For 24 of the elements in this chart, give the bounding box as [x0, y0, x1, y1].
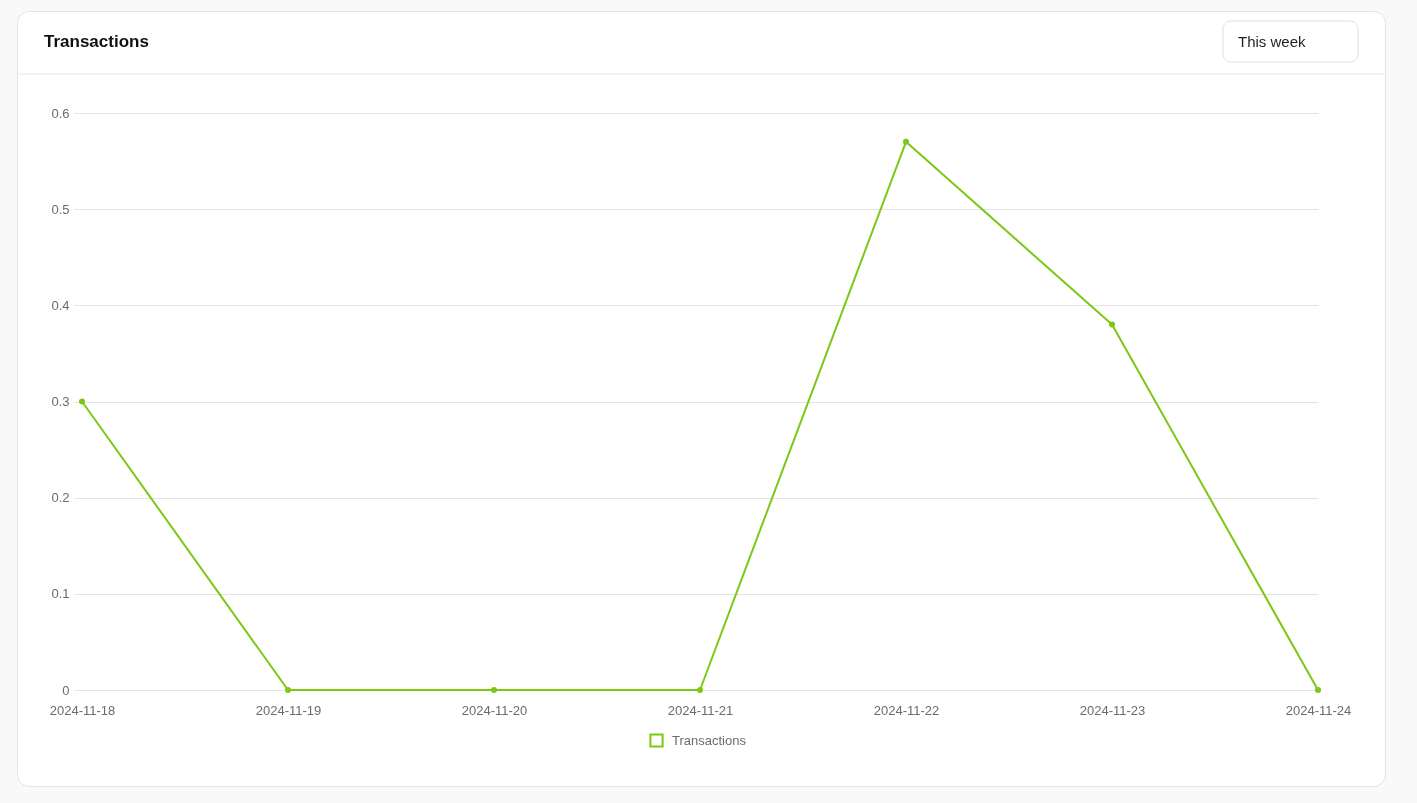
- x-tick-label: 2024-11-24: [1285, 702, 1352, 718]
- x-tick-label: 2024-11-18: [49, 702, 116, 718]
- y-tick-label: 0.4: [51, 297, 70, 313]
- x-tick-label: 2024-11-20: [461, 702, 528, 718]
- legend-label: Transactions: [672, 732, 747, 748]
- x-tick-label: 2024-11-21: [667, 702, 734, 718]
- chart-title: Transactions: [44, 32, 149, 51]
- point: [79, 398, 85, 405]
- y-tick-label: 0: [62, 682, 70, 698]
- y-tick-label: 0.6: [51, 105, 70, 121]
- point: [903, 138, 909, 145]
- x-tick-label: 2024-11-23: [1079, 702, 1146, 718]
- point: [1315, 687, 1321, 693]
- x-tick-label: 2024-11-19: [255, 702, 322, 718]
- point: [697, 687, 703, 693]
- point: [491, 687, 497, 693]
- point: [285, 687, 291, 693]
- x-tick-label: 2024-11-22: [873, 702, 940, 718]
- y-tick-label: 0.3: [51, 394, 70, 409]
- y-tick-label: 0.1: [51, 586, 70, 602]
- point: [1109, 321, 1115, 328]
- y-tick-label: 0.2: [51, 490, 70, 506]
- text: This week: [1238, 33, 1307, 50]
- y-tick-label: 0.5: [51, 201, 70, 217]
